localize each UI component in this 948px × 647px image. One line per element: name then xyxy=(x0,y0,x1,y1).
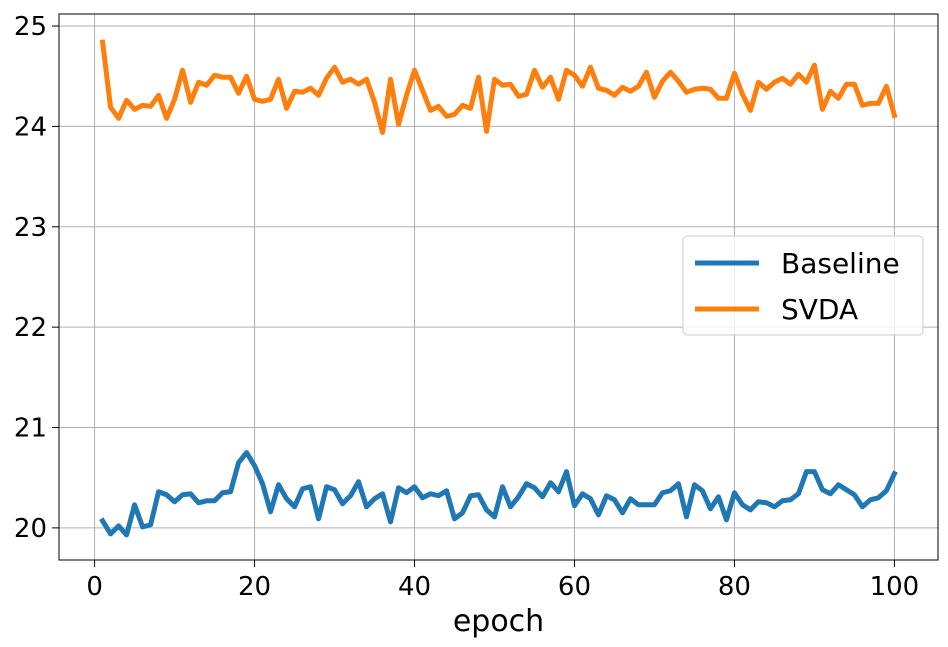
x-tick-label: 80 xyxy=(718,572,751,602)
y-tick-label: 24 xyxy=(14,112,47,142)
x-tick-label: 60 xyxy=(558,572,591,602)
series-lines xyxy=(99,39,898,538)
y-tick-label: 25 xyxy=(14,12,47,42)
series-line-baseline xyxy=(99,450,898,538)
y-tick-label: 20 xyxy=(14,514,47,544)
legend-label-svda: SVDA xyxy=(781,293,858,326)
y-tick-label: 23 xyxy=(14,213,47,243)
x-tick-label: 0 xyxy=(86,572,103,602)
legend-label-baseline: Baseline xyxy=(781,247,900,280)
legend: Baseline SVDA xyxy=(682,235,924,336)
y-tick-label: 22 xyxy=(14,313,47,343)
x-tick-label: 20 xyxy=(238,572,271,602)
x-axis-label: epoch xyxy=(453,604,544,639)
x-tick-label: 100 xyxy=(870,572,920,602)
axis-ticks: 0 20 40 60 80 100 20 21 22 23 24 25 xyxy=(14,12,919,602)
plot-frame xyxy=(58,13,939,561)
x-tick-label: 40 xyxy=(398,572,431,602)
y-tick-label: 21 xyxy=(14,414,47,444)
series-line-svda xyxy=(99,39,898,135)
